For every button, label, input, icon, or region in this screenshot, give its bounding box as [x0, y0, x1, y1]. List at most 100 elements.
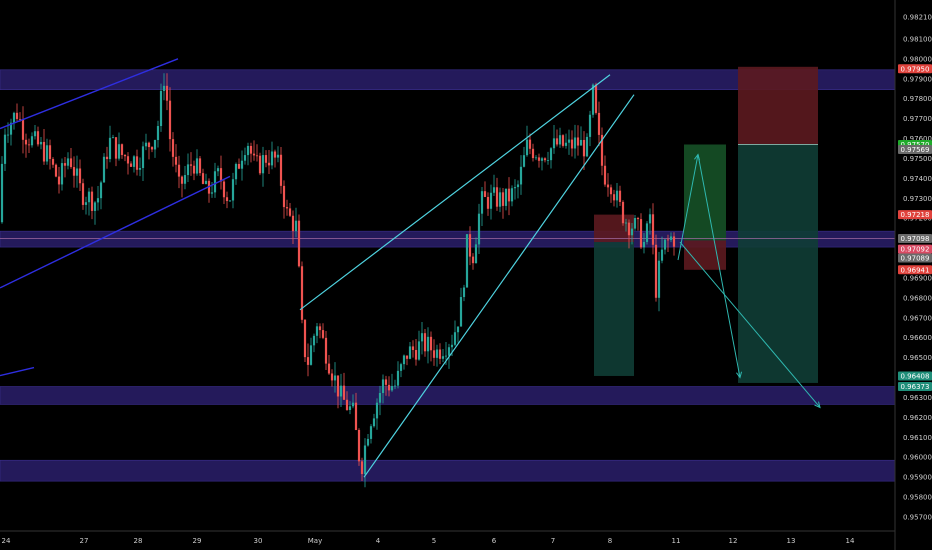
- candle-67: [201, 168, 205, 185]
- candle-65: [195, 149, 199, 176]
- svg-text:0.96408: 0.96408: [901, 372, 930, 380]
- candle-112: [336, 375, 340, 409]
- candle-83: [249, 142, 253, 163]
- candle-136: [408, 341, 412, 360]
- candle-174: [522, 146, 526, 168]
- candle-10: [30, 132, 34, 148]
- candle-71: [213, 162, 217, 198]
- candle-26: [78, 159, 82, 191]
- candle-131: [393, 379, 397, 390]
- candle-55: [165, 73, 169, 111]
- candle-3: [9, 118, 13, 146]
- candle-5: [15, 103, 19, 122]
- candle-157: [471, 253, 475, 270]
- candle-100: [300, 261, 304, 324]
- candle-184: [552, 125, 556, 154]
- projection-1-end-arrow: [736, 371, 743, 379]
- candle-119: [357, 428, 361, 466]
- channel-stub-line: [0, 366, 35, 377]
- position-1-target-zone: [594, 242, 634, 376]
- candle-106: [318, 323, 322, 339]
- candle-144: [432, 339, 436, 366]
- y-tick-label: 0.97600: [903, 135, 932, 143]
- y-tick-label: 0.96200: [903, 414, 932, 422]
- candle-39: [117, 132, 121, 161]
- candle-220: [660, 236, 664, 264]
- channel-lower-line: [0, 175, 231, 289]
- candle-87: [261, 146, 265, 187]
- candle-214: [642, 233, 646, 254]
- candle-19: [57, 167, 61, 194]
- y-tick-label: 0.96000: [903, 454, 932, 462]
- candle-32: [96, 185, 100, 211]
- candle-169: [507, 177, 511, 216]
- candle-61: [183, 165, 187, 190]
- y-axis[interactable]: 0.98210 0.98100 0.98000 0.97900 0.97800 0.977…: [903, 14, 932, 522]
- candle-85: [255, 144, 259, 162]
- svg-text:0.97092: 0.97092: [901, 246, 930, 254]
- candle-179: [537, 153, 541, 168]
- candle-178: [534, 155, 538, 161]
- candle-37: [111, 134, 115, 139]
- x-tick-label: 4: [376, 537, 381, 545]
- price-badges: 0.979500.975700.975690.972180.970980.970…: [898, 64, 932, 392]
- zone-2: [0, 386, 896, 405]
- candle-132: [396, 361, 400, 389]
- candle-76: [228, 200, 232, 202]
- candle-177: [531, 143, 535, 162]
- y-tick-label: 0.96800: [903, 294, 932, 302]
- projection-path-2: [679, 241, 821, 408]
- candle-108: [324, 331, 328, 371]
- candle-200: [600, 127, 604, 176]
- candle-175: [525, 125, 529, 157]
- candle-17: [51, 157, 55, 168]
- candle-160: [480, 186, 484, 226]
- wedge-lower-line: [363, 94, 635, 478]
- candle-89: [267, 149, 271, 175]
- candle-18: [54, 163, 58, 178]
- candle-24: [72, 156, 76, 188]
- candle-203: [609, 184, 613, 203]
- candle-15: [45, 138, 49, 165]
- candle-189: [567, 129, 571, 155]
- candle-27: [81, 178, 85, 210]
- y-tick-label: 0.98100: [903, 35, 932, 43]
- candle-21: [63, 156, 67, 178]
- candle-206: [618, 185, 622, 207]
- candle-218: [654, 234, 658, 302]
- candle-80: [240, 150, 244, 181]
- y-tick-label: 0.95700: [903, 514, 932, 522]
- x-tick-label: 7: [551, 537, 555, 545]
- candle-98: [294, 207, 298, 238]
- candle-199: [597, 101, 601, 147]
- candle-16: [48, 139, 52, 170]
- candle-36: [108, 125, 112, 163]
- candle-79: [237, 158, 241, 170]
- candle-58: [174, 144, 178, 173]
- candle-101: [303, 319, 307, 363]
- candle-93: [279, 147, 283, 194]
- candle-90: [270, 141, 274, 170]
- candle-195: [585, 133, 589, 158]
- candle-156: [468, 226, 472, 266]
- y-tick-label: 0.96500: [903, 354, 932, 362]
- candle-152: [456, 326, 460, 343]
- channel-upper-line: [0, 58, 179, 130]
- svg-text:0.97089: 0.97089: [901, 255, 930, 263]
- candle-34: [102, 153, 106, 183]
- candle-23: [69, 148, 73, 169]
- candle-95: [285, 199, 289, 216]
- candle-145: [435, 344, 439, 367]
- candle-205: [615, 182, 619, 208]
- y-tick-label: 0.98000: [903, 55, 932, 63]
- candle-211: [633, 214, 637, 231]
- candle-118: [354, 392, 358, 431]
- candle-14: [42, 129, 46, 165]
- candle-40: [120, 143, 124, 159]
- x-tick-label: 29: [193, 537, 202, 545]
- y-tick-label: 0.96300: [903, 394, 932, 402]
- candle-64: [192, 160, 196, 181]
- candle-219: [657, 251, 661, 312]
- trendline-drawings: [0, 58, 821, 478]
